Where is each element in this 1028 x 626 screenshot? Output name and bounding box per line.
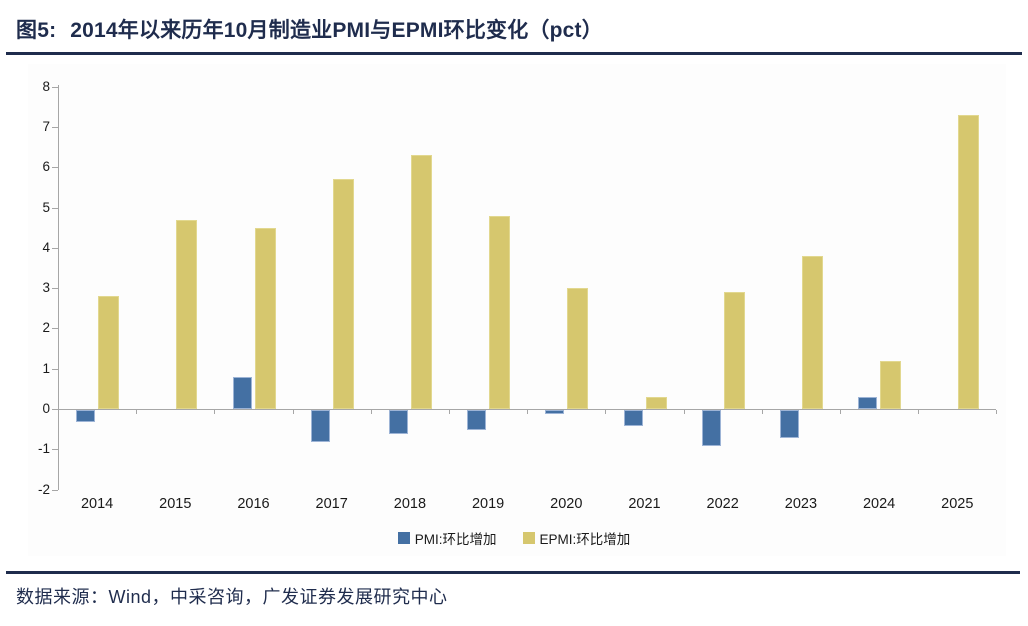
bar-epmi-2015 bbox=[176, 219, 198, 409]
bar-pmi-2022 bbox=[701, 410, 721, 447]
y-tick-mark bbox=[52, 368, 58, 370]
bar-pmi-2018 bbox=[388, 410, 408, 435]
y-tick-label: 1 bbox=[42, 360, 50, 376]
bar-epmi-2020 bbox=[567, 288, 589, 409]
y-tick-label: 2 bbox=[42, 320, 50, 336]
x-tick-mark bbox=[449, 410, 450, 414]
y-tick-label: 5 bbox=[42, 199, 50, 215]
y-axis-line bbox=[58, 85, 59, 490]
x-tick-mark bbox=[840, 410, 841, 414]
y-tick-mark bbox=[52, 449, 58, 451]
bar-pmi-2024 bbox=[858, 396, 878, 409]
bar-pmi-2019 bbox=[467, 410, 487, 431]
legend-swatch-epmi-icon bbox=[522, 532, 535, 544]
y-tick-mark bbox=[52, 409, 58, 410]
y-tick-label: 8 bbox=[42, 78, 50, 94]
y-tick-mark bbox=[52, 489, 58, 491]
x-tick-mark bbox=[918, 410, 920, 414]
legend-label-pmi: PMI:环比增加 bbox=[414, 532, 497, 547]
y-tick-label: 6 bbox=[42, 159, 50, 175]
x-axis-label-2021: 2021 bbox=[628, 496, 661, 512]
bar-pmi-2014 bbox=[76, 410, 96, 423]
bar-epmi-2021 bbox=[645, 396, 667, 409]
x-axis-label-2018: 2018 bbox=[393, 496, 427, 512]
title-divider bbox=[6, 52, 1022, 55]
y-tick-label: -2 bbox=[37, 481, 50, 497]
x-tick-mark bbox=[292, 410, 294, 414]
bar-epmi-2019 bbox=[489, 215, 511, 409]
figure-title-text: 2014年以来历年10月制造业PMI与EPMI环比变化（pct） bbox=[70, 19, 603, 42]
x-axis-label-2020: 2020 bbox=[550, 496, 583, 512]
source-divider bbox=[6, 571, 1020, 574]
x-axis-label-2015: 2015 bbox=[159, 496, 192, 512]
bar-epmi-2016 bbox=[254, 227, 276, 409]
y-tick-mark bbox=[52, 328, 58, 330]
x-tick-mark bbox=[136, 410, 138, 414]
legend-item-epmi: EPMI:环比增加 bbox=[522, 528, 631, 548]
x-tick-mark bbox=[527, 410, 529, 414]
bar-epmi-2017 bbox=[332, 179, 354, 409]
bar-pmi-2023 bbox=[779, 410, 799, 439]
x-axis-label-2014: 2014 bbox=[80, 496, 114, 512]
x-axis-label-2019: 2019 bbox=[471, 496, 505, 512]
x-axis-label-2023: 2023 bbox=[784, 496, 818, 512]
x-axis-label-2024: 2024 bbox=[862, 496, 896, 512]
legend-item-pmi: PMI:环比增加 bbox=[397, 528, 497, 548]
x-axis-label-2016: 2016 bbox=[237, 496, 270, 512]
x-tick-mark bbox=[996, 410, 998, 414]
bar-pmi-2021 bbox=[623, 410, 643, 427]
x-axis-label-2025: 2025 bbox=[941, 496, 974, 512]
figure-title: 图5: 2014年以来历年10月制造业PMI与EPMI环比变化（pct） bbox=[16, 14, 603, 44]
y-tick-mark bbox=[52, 288, 58, 290]
bar-epmi-2023 bbox=[801, 255, 823, 409]
x-tick-mark bbox=[370, 410, 372, 414]
bar-pmi-2020 bbox=[545, 410, 565, 415]
chart-legend: PMI:环比增加 EPMI:环比增加 bbox=[0, 528, 1028, 548]
y-tick-mark bbox=[52, 247, 58, 249]
bar-epmi-2024 bbox=[880, 360, 902, 409]
y-tick-mark bbox=[52, 86, 58, 88]
source-note: 数据来源：Wind，中采咨询，广发证券发展研究中心 bbox=[16, 587, 448, 607]
y-tick-mark bbox=[52, 207, 58, 209]
bar-pmi-2016 bbox=[232, 376, 252, 409]
y-tick-mark bbox=[52, 167, 58, 169]
x-tick-mark bbox=[214, 410, 216, 414]
bar-epmi-2014 bbox=[98, 296, 120, 409]
y-tick-label: 3 bbox=[42, 280, 50, 296]
x-tick-mark bbox=[761, 410, 763, 414]
bar-epmi-2025 bbox=[958, 114, 980, 409]
y-tick-label: 4 bbox=[42, 239, 50, 255]
x-axis-label-2017: 2017 bbox=[315, 496, 348, 512]
bar-pmi-2017 bbox=[310, 410, 330, 443]
y-tick-label: 7 bbox=[42, 118, 50, 134]
figure-number-label: 图5: bbox=[16, 19, 57, 42]
x-tick-mark bbox=[605, 410, 607, 414]
bar-epmi-2018 bbox=[410, 155, 432, 409]
legend-swatch-pmi-icon bbox=[397, 532, 410, 544]
x-tick-mark bbox=[683, 410, 685, 414]
y-tick-mark bbox=[52, 126, 58, 128]
x-axis-line bbox=[58, 409, 997, 410]
x-axis-label-2022: 2022 bbox=[706, 496, 739, 512]
bar-epmi-2022 bbox=[723, 292, 745, 409]
legend-label-epmi: EPMI:环比增加 bbox=[539, 532, 631, 547]
y-tick-label: -1 bbox=[37, 441, 50, 457]
y-tick-label: 0 bbox=[42, 401, 50, 416]
